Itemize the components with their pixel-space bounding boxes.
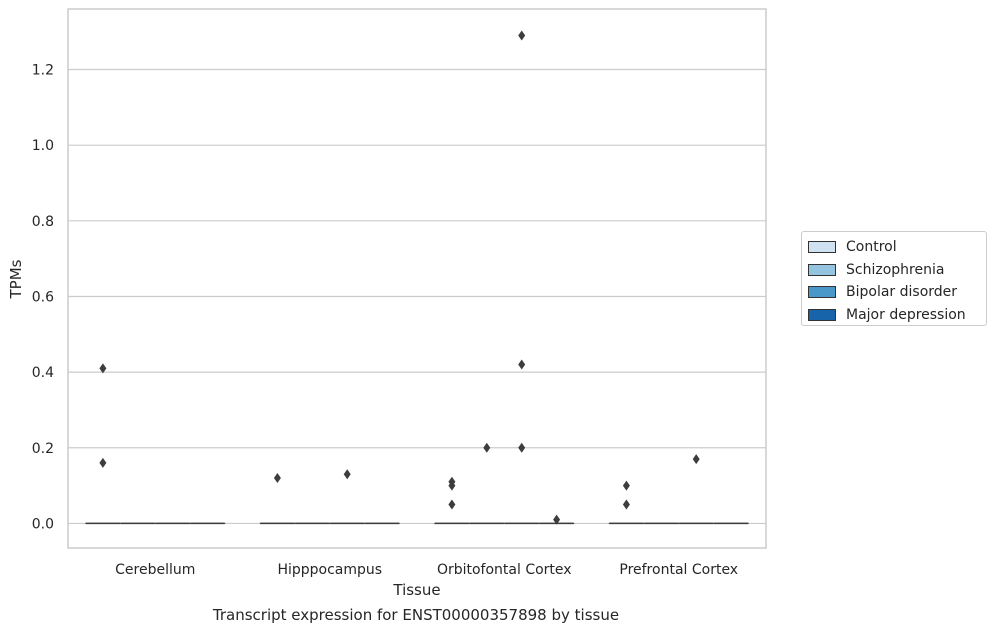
legend-swatch-control <box>808 241 836 254</box>
y-tick-label: 0.2 <box>32 441 54 457</box>
y-tick-label: 0.8 <box>32 214 54 230</box>
legend-label-bipolar-disorder: Bipolar disorder <box>846 284 958 301</box>
chart-caption: Transcript expression for ENST0000035789… <box>212 606 620 624</box>
outlier-point <box>518 442 526 453</box>
legend-item-control: Control <box>808 236 986 259</box>
legend-label-schizophrenia: Schizophrenia <box>846 261 945 278</box>
outlier-point <box>273 473 281 484</box>
legend-label-major-depression: Major depression <box>846 306 966 323</box>
outlier-point <box>483 442 491 453</box>
legend-item-bipolar-disorder: Bipolar disorder <box>808 281 986 304</box>
outlier-point <box>518 30 526 41</box>
outlier-point <box>99 363 107 374</box>
outlier-point <box>99 457 107 468</box>
legend-swatch-major-depression <box>808 308 836 321</box>
outlier-point <box>622 480 630 491</box>
legend-swatch-schizophrenia <box>808 263 836 276</box>
outlier-point <box>448 476 456 487</box>
y-axis-label: TPMs <box>7 259 25 299</box>
outlier-point <box>518 359 526 370</box>
outlier-point <box>692 454 700 465</box>
outlier-point <box>448 499 456 510</box>
legend-item-schizophrenia: Schizophrenia <box>808 259 986 282</box>
x-axis-label: Tissue <box>392 581 440 599</box>
y-tick-label: 0.6 <box>32 289 54 305</box>
x-tick-labels: Cerebellum Hipppocampus Orbitofontal Corte… <box>115 562 738 578</box>
x-tick-label: Prefrontal Cortex <box>619 562 738 578</box>
y-tick-label: 1.0 <box>32 138 54 154</box>
gridlines <box>68 68 766 525</box>
y-tick-label: 0.0 <box>32 516 54 532</box>
x-tick-label: Cerebellum <box>115 562 195 578</box>
y-tick-labels: 0.0 0.2 0.4 0.6 0.8 1.0 1.2 <box>32 63 54 533</box>
legend-swatch-bipolar-disorder <box>808 286 836 299</box>
outlier-point <box>553 514 561 525</box>
outlier-point <box>622 499 630 510</box>
x-tick-label: Hipppocampus <box>277 562 382 578</box>
legend-item-major-depression: Major depression <box>808 304 986 327</box>
box-marks <box>85 30 749 525</box>
legend: Control Schizophrenia Bipolar disorder M… <box>801 231 987 326</box>
y-tick-label: 1.2 <box>32 63 54 79</box>
y-tick-label: 0.4 <box>32 365 54 381</box>
outlier-point <box>343 469 351 480</box>
legend-label-control: Control <box>846 239 897 256</box>
plot-area-frame <box>67 8 767 549</box>
x-tick-label: Orbitofontal Cortex <box>437 562 572 578</box>
